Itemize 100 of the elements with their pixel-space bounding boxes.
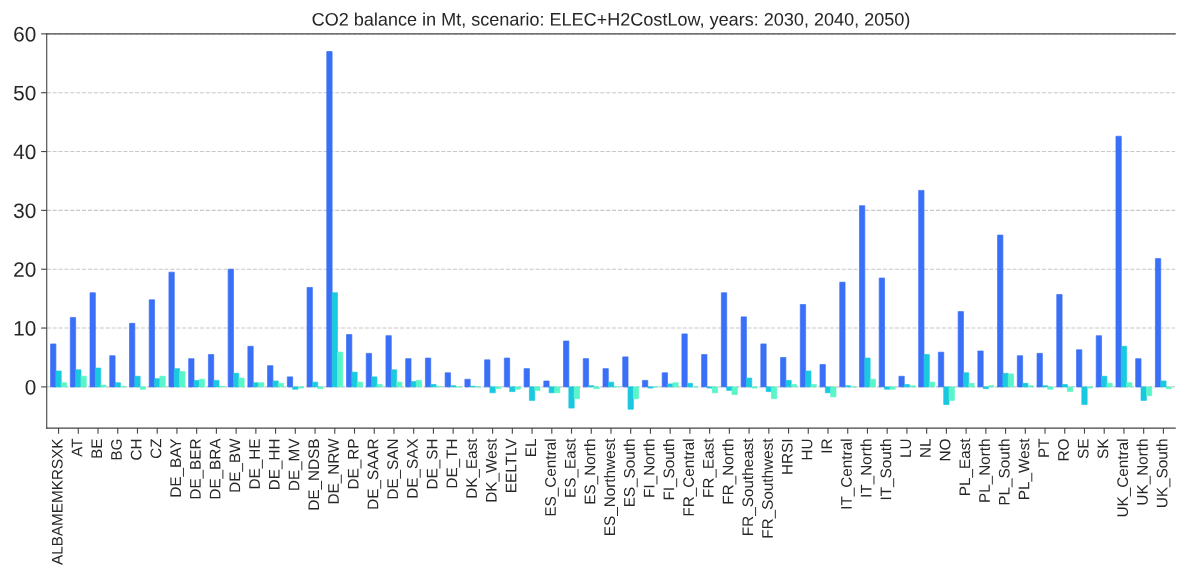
- bar: [523, 368, 530, 388]
- bar: [830, 386, 837, 398]
- bar: [1155, 258, 1162, 388]
- bar: [667, 383, 674, 388]
- bar: [252, 382, 259, 388]
- x-tick-label: PT: [1038, 438, 1049, 457]
- bar: [154, 378, 161, 388]
- bar: [661, 372, 668, 388]
- x-tick-label: DE_MV: [288, 438, 303, 490]
- x-tick-label: FR_Central: [682, 439, 697, 516]
- bar: [1056, 294, 1063, 388]
- bar: [1061, 384, 1068, 388]
- bar: [489, 386, 496, 394]
- x-tick-label: IR: [821, 439, 832, 453]
- x-tick-label: FI_North: [643, 439, 658, 497]
- bar: [943, 386, 950, 405]
- bar: [1135, 358, 1142, 388]
- bar: [80, 375, 87, 388]
- x-tick-label: DE_BW: [229, 438, 244, 492]
- bar: [622, 356, 629, 388]
- x-tick-label: UK_South: [1156, 439, 1171, 507]
- bar: [159, 375, 166, 388]
- bar: [390, 369, 397, 388]
- x-tick-label: FR_Southeast: [741, 438, 757, 535]
- bar: [799, 304, 806, 388]
- bar: [277, 383, 284, 388]
- y-tick-label: 50: [13, 85, 36, 101]
- bar: [554, 386, 561, 394]
- bar: [213, 380, 220, 388]
- bar: [824, 386, 832, 394]
- x-tick-label: DE_NDSB: [308, 439, 323, 510]
- bar: [602, 368, 609, 388]
- x-tick-label: DE_TH: [446, 439, 461, 488]
- x-tick-label: PL_West: [1018, 438, 1033, 499]
- bar: [346, 334, 353, 388]
- x-tick-label: DK_East: [466, 438, 480, 498]
- bar: [405, 358, 412, 388]
- x-tick-label: ES_Northwest: [603, 438, 618, 535]
- bar: [1047, 386, 1054, 390]
- bar: [898, 375, 905, 388]
- bar: [878, 277, 885, 388]
- bar: [642, 380, 649, 388]
- bar: [396, 381, 403, 388]
- x-tick-label: ES_Central: [544, 439, 559, 516]
- bar: [331, 292, 338, 388]
- bar: [89, 292, 96, 388]
- bar: [1095, 335, 1102, 388]
- bar: [711, 386, 718, 394]
- bar: [114, 382, 121, 388]
- bar: [573, 386, 580, 399]
- x-tick-label: UK_North: [1136, 439, 1151, 505]
- bar: [208, 354, 215, 388]
- bar: [771, 386, 778, 399]
- x-tick-label: DE_NRW: [328, 438, 342, 504]
- x-tick-label: LU: [900, 439, 912, 457]
- x-tick-label: IT_Central: [840, 439, 855, 509]
- bar: [543, 380, 550, 388]
- bar: [726, 386, 733, 391]
- bar: [337, 351, 344, 388]
- bar: [563, 340, 570, 388]
- bar: [484, 359, 491, 388]
- bar: [889, 386, 896, 390]
- x-tick-label: HU: [801, 439, 813, 460]
- x-tick-label: DE_SAX: [406, 438, 421, 498]
- x-tick-label: ES_South: [623, 439, 638, 507]
- bar: [95, 367, 102, 388]
- bar: [1140, 386, 1147, 401]
- bar: [938, 351, 945, 388]
- bar: [1106, 383, 1113, 388]
- bar: [627, 386, 634, 410]
- x-tick-label: DE_BRA: [209, 438, 224, 499]
- bar: [148, 299, 155, 388]
- bar: [179, 371, 186, 388]
- x-tick-label: CZ: [150, 438, 162, 459]
- x-tick-label: FI_South: [663, 439, 678, 500]
- bar: [312, 381, 319, 388]
- bar: [957, 311, 964, 388]
- bar: [1076, 349, 1083, 388]
- bar: [948, 386, 955, 401]
- bar: [963, 372, 970, 388]
- bar: [1145, 386, 1153, 397]
- bar: [760, 343, 767, 388]
- bar: [306, 287, 313, 388]
- bar: [351, 371, 358, 388]
- bar: [568, 386, 575, 409]
- bar: [267, 365, 274, 388]
- bar: [928, 381, 935, 388]
- bar: [1067, 386, 1074, 392]
- bar: [75, 369, 82, 388]
- bar: [60, 382, 67, 388]
- bar: [258, 382, 265, 388]
- bar: [55, 370, 62, 388]
- bar: [227, 268, 234, 388]
- x-tick-label: DE_SAAR: [367, 439, 382, 509]
- x-tick-label: DE_BER: [190, 439, 204, 499]
- x-tick-label: FR_Southwest: [761, 438, 776, 538]
- bar: [247, 345, 254, 388]
- x-tick-label: BG: [111, 439, 122, 460]
- bar: [923, 354, 930, 388]
- bar: [410, 381, 417, 388]
